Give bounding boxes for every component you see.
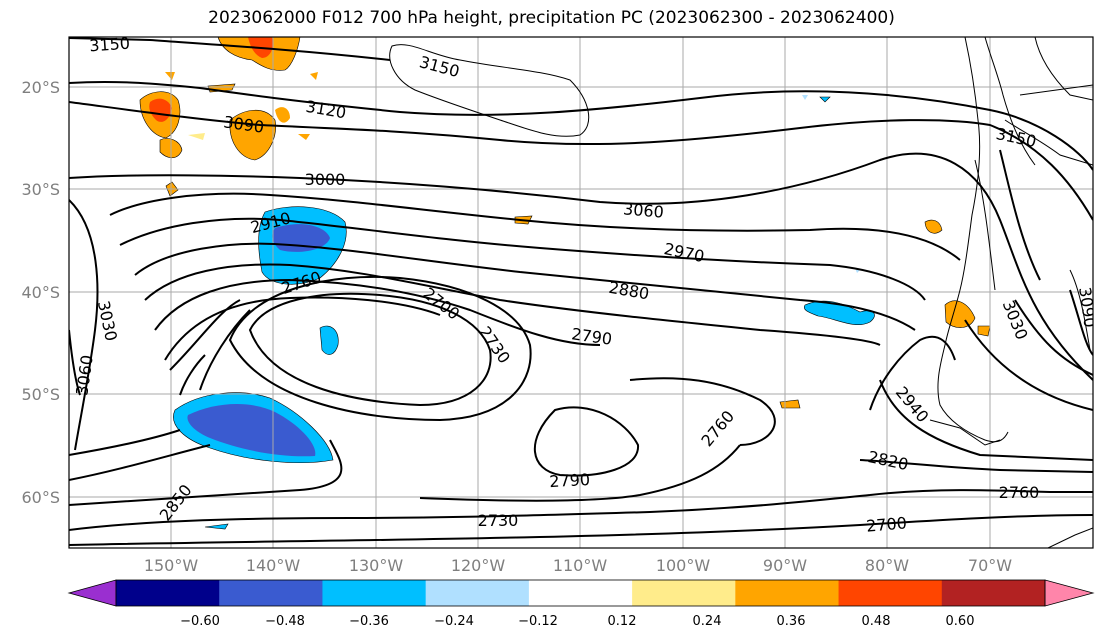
colorbar-tick-label: −0.36 — [349, 614, 389, 629]
lon-tick-label: 100°W — [656, 556, 711, 575]
lon-tick-label: 140°W — [246, 556, 301, 575]
lon-axis: 150°W 140°W 130°W 120°W 110°W 100°W 90°W… — [144, 556, 1012, 575]
colorbar-cell — [425, 580, 530, 606]
contour-label: 3090 — [1075, 286, 1099, 329]
colorbar: −0.60 −0.48 −0.36 −0.24 −0.12 0.12 0.24 … — [67, 579, 1095, 629]
colorbar-extend-low — [67, 579, 117, 607]
colorbar-cell — [632, 580, 736, 606]
colorbar-cell — [219, 580, 323, 606]
colorbar-cell — [116, 580, 220, 606]
colorbar-cell — [838, 580, 943, 606]
lon-tick-label: 110°W — [553, 556, 608, 575]
contour-label: 3150 — [89, 34, 131, 56]
coastline — [389, 37, 1093, 548]
lon-tick-label: 150°W — [144, 556, 199, 575]
lon-tick-label: 70°W — [968, 556, 1012, 575]
colorbar-tick-label: −0.12 — [518, 614, 558, 629]
colorbar-tick-label: 0.36 — [777, 614, 806, 629]
lat-tick-label: 30°S — [21, 180, 60, 199]
colorbar-tick-label: 0.48 — [862, 614, 891, 629]
colorbar-frame — [115, 579, 1046, 607]
colorbar-cells — [116, 580, 1046, 606]
plot-title: 2023062000 F012 700 hPa height, precipit… — [208, 8, 895, 28]
lon-tick-label: 120°W — [451, 556, 506, 575]
height-contours — [69, 37, 1093, 546]
colorbar-cell — [322, 580, 427, 606]
colorbar-tick-label: 0.12 — [608, 614, 637, 629]
lon-tick-label: 80°W — [865, 556, 909, 575]
contour-label: 2700 — [865, 513, 907, 535]
map-area: 3150 3150 3120 3090 3000 3060 2970 2910 … — [69, 34, 1099, 548]
contour-label: 2730 — [478, 511, 519, 530]
lat-tick-label: 50°S — [21, 385, 60, 404]
lat-tick-label: 40°S — [21, 283, 60, 302]
colorbar-tick-label: −0.48 — [265, 614, 305, 629]
lon-tick-label: 130°W — [349, 556, 404, 575]
colorbar-extend-high — [1044, 579, 1095, 607]
map-gridlines — [69, 37, 1093, 548]
lon-tick-label: 90°W — [763, 556, 807, 575]
colorbar-cell — [941, 580, 1046, 606]
contour-label: 3000 — [305, 170, 346, 189]
colorbar-ticks: −0.60 −0.48 −0.36 −0.24 −0.12 0.12 0.24 … — [180, 614, 974, 629]
contour-labels: 3150 3150 3120 3090 3000 3060 2970 2910 … — [72, 34, 1099, 536]
contour-label: 3060 — [622, 199, 664, 221]
map-frame — [68, 36, 1094, 549]
colorbar-cell — [528, 580, 633, 606]
colorbar-tick-label: 0.60 — [946, 614, 975, 629]
colorbar-tick-label: 0.24 — [693, 614, 722, 629]
colorbar-tick-label: −0.60 — [180, 614, 220, 629]
colorbar-tick-label: −0.24 — [434, 614, 474, 629]
colorbar-cell — [735, 580, 840, 606]
precip-positive-fill — [139, 37, 991, 409]
contour-label: 2760 — [999, 483, 1040, 502]
lat-tick-label: 60°S — [21, 488, 60, 507]
lat-axis: 20°S 30°S 40°S 50°S 60°S — [21, 78, 60, 507]
contour-label: 2790 — [549, 470, 591, 491]
lat-tick-label: 20°S — [21, 78, 60, 97]
